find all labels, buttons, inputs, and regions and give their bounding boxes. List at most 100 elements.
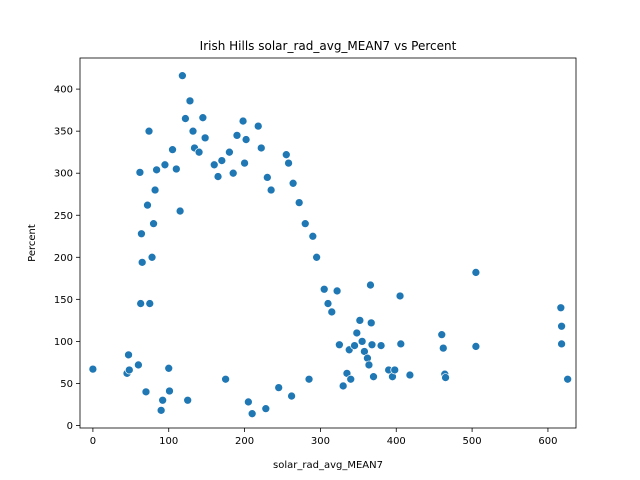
data-point xyxy=(338,381,348,391)
data-point xyxy=(405,370,415,380)
data-point xyxy=(198,113,208,123)
x-tick-label: 300 xyxy=(311,436,330,447)
data-point xyxy=(369,372,378,382)
y-tick-label: 100 xyxy=(54,337,73,348)
data-point xyxy=(284,158,293,168)
x-axis: 0 100 200 300 400 500 600 xyxy=(90,428,557,447)
data-point xyxy=(217,156,227,165)
data-point xyxy=(221,374,230,384)
y-axis-label: Percent xyxy=(27,224,38,262)
data-point xyxy=(247,409,257,419)
data-point xyxy=(175,206,185,216)
x-tick-label: 200 xyxy=(235,436,254,447)
x-tick-label: 100 xyxy=(159,436,178,447)
data-point xyxy=(288,178,298,188)
y-tick-label: 350 xyxy=(54,127,73,138)
data-point xyxy=(563,374,573,384)
data-point xyxy=(225,147,234,157)
data-point xyxy=(327,307,337,317)
y-tick-label: 0 xyxy=(67,421,73,432)
data-point xyxy=(262,173,272,182)
data-point xyxy=(471,342,481,351)
data-point xyxy=(274,383,284,392)
data-point xyxy=(135,168,145,177)
data-point xyxy=(256,143,266,153)
data-point xyxy=(238,116,248,126)
data-point xyxy=(335,340,344,350)
points-layer xyxy=(88,71,573,419)
data-point xyxy=(124,350,133,360)
data-point xyxy=(232,131,242,140)
x-axis-label: solar_rad_avg_MEAN7 xyxy=(273,460,383,471)
data-point xyxy=(294,198,304,207)
data-point xyxy=(183,395,193,405)
data-point xyxy=(240,158,249,168)
data-point xyxy=(149,219,158,229)
data-point xyxy=(194,147,204,157)
data-point xyxy=(364,360,374,370)
data-point xyxy=(88,364,98,374)
data-point xyxy=(147,252,157,262)
data-point xyxy=(144,126,154,136)
data-point xyxy=(332,286,342,296)
data-point xyxy=(355,316,365,325)
data-point xyxy=(304,374,314,384)
y-tick-label: 400 xyxy=(54,85,73,96)
data-point xyxy=(261,404,271,414)
data-point xyxy=(287,391,296,401)
data-point xyxy=(181,114,190,123)
y-axis: 0 50 100 150 200 250 300 350 400 xyxy=(54,85,80,432)
data-point xyxy=(438,343,448,353)
x-tick-label: 400 xyxy=(387,436,406,447)
data-point xyxy=(390,365,400,375)
data-point xyxy=(352,328,362,338)
data-point xyxy=(137,229,146,239)
data-point xyxy=(471,268,481,277)
axes-frame xyxy=(79,57,577,429)
data-point xyxy=(441,373,450,382)
y-tick-label: 300 xyxy=(54,169,73,180)
data-point xyxy=(367,340,377,350)
x-tick-label: 0 xyxy=(90,436,96,447)
data-point xyxy=(323,299,333,308)
data-point xyxy=(437,330,447,340)
data-point xyxy=(137,257,147,267)
data-point xyxy=(141,387,151,397)
y-tick-label: 50 xyxy=(60,379,73,390)
y-tick-label: 250 xyxy=(54,211,73,222)
data-point xyxy=(346,374,356,384)
data-point xyxy=(156,405,166,415)
data-point xyxy=(152,165,161,175)
x-tick-label: 500 xyxy=(463,436,482,447)
data-point xyxy=(319,284,329,294)
data-point xyxy=(136,299,146,308)
y-tick-label: 200 xyxy=(54,253,73,264)
data-point xyxy=(158,395,168,405)
y-tick-label: 150 xyxy=(54,295,73,306)
data-point xyxy=(253,121,263,131)
data-point xyxy=(308,231,318,241)
data-point xyxy=(145,299,155,308)
data-point xyxy=(209,160,219,170)
data-point xyxy=(357,337,367,346)
data-point xyxy=(178,71,187,81)
data-point xyxy=(366,318,376,328)
data-point xyxy=(124,365,134,375)
data-point xyxy=(244,397,253,407)
data-point xyxy=(160,160,170,170)
data-point xyxy=(396,339,406,349)
data-point xyxy=(200,133,210,143)
data-point xyxy=(266,185,276,195)
data-point xyxy=(188,126,198,136)
data-point xyxy=(312,252,321,262)
data-point xyxy=(395,291,405,301)
data-point xyxy=(213,172,223,181)
data-point xyxy=(556,303,566,313)
data-point xyxy=(165,386,174,396)
data-point xyxy=(557,321,566,331)
data-point xyxy=(281,150,291,160)
data-point xyxy=(171,164,181,174)
data-point xyxy=(366,280,375,290)
data-point xyxy=(376,341,386,350)
